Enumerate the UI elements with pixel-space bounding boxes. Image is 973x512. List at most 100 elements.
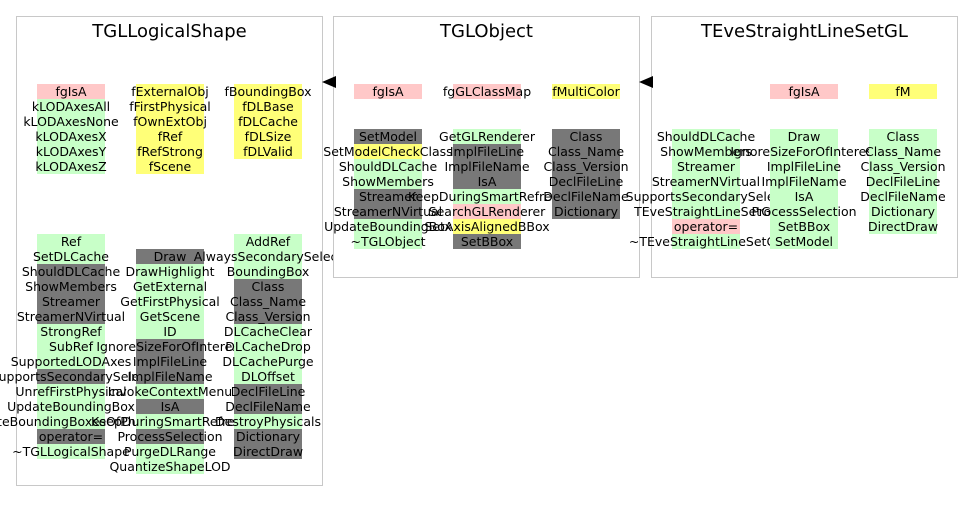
member-item: InvokeContextMenu bbox=[107, 384, 233, 399]
member-item: TEveStraightLineSetGL bbox=[634, 204, 778, 219]
member-item: operator= bbox=[672, 219, 740, 234]
member-item: DeclFileName bbox=[543, 189, 629, 204]
member-item: SetModel bbox=[354, 129, 422, 144]
member-item: SearchGLRenderer bbox=[428, 204, 546, 219]
member-item: fRefStrong bbox=[136, 144, 204, 159]
member-item: DeclFileName bbox=[860, 189, 946, 204]
member-item: SupportsSecondarySelect bbox=[625, 189, 787, 204]
member-item: ShowMembers bbox=[660, 144, 752, 159]
member-item: fFirstPhysical bbox=[129, 99, 211, 114]
member-item: DLCacheClear bbox=[223, 324, 313, 339]
member-item: IgnoreSizeForOfInterest bbox=[96, 339, 244, 354]
member-item: AlwaysSecondarySelect bbox=[193, 249, 343, 264]
member-item: GetFirstPhysical bbox=[120, 294, 220, 309]
member-item: SetAxisAlignedBBox bbox=[424, 219, 550, 234]
member-item: StrongRef bbox=[37, 324, 105, 339]
member-column: fgIsA SetModel SetModelCheckClass ShouldDLC… bbox=[323, 84, 453, 249]
member-item: StreamerNVirtual bbox=[651, 174, 761, 189]
member-item: BoundingBox bbox=[226, 264, 310, 279]
member-item: kLODAxesZ bbox=[35, 159, 107, 174]
class-title: TEveStraightLineSetGL bbox=[701, 21, 908, 42]
member-item: ImplFileLine bbox=[449, 144, 525, 159]
member-item: Dictionary bbox=[552, 204, 620, 219]
member-item: ShouldDLCache bbox=[338, 159, 438, 174]
member-item: DeclFileLine bbox=[548, 174, 624, 189]
member-item: IsA bbox=[136, 399, 204, 414]
member-item: DLCacheDrop bbox=[225, 339, 311, 354]
member-item: ShouldDLCache bbox=[21, 264, 121, 279]
member-item: DeclFileLine bbox=[230, 384, 306, 399]
member-item: ~TGLLogicalShape bbox=[12, 444, 130, 459]
class-box-tevestraightlinesetgl: TEveStraightLineSetGL ShouldDLCache ShowM… bbox=[625, 16, 958, 278]
member-item: ImplFileLine bbox=[766, 159, 842, 174]
member-item: DeclFileLine bbox=[865, 174, 941, 189]
member-item: AddRef bbox=[234, 234, 302, 249]
member-item: GetScene bbox=[136, 309, 204, 324]
member-item: fDLCache bbox=[234, 114, 302, 129]
member-item: fDLValid bbox=[234, 144, 302, 159]
member-item: ~TEveStraightLineSetGL bbox=[628, 234, 784, 249]
member-item: kLODAxesY bbox=[35, 144, 107, 159]
member-item: Class_Name bbox=[230, 294, 307, 309]
member-item: DestroyPhysicals bbox=[215, 414, 321, 429]
member-item: fgGLClassMap bbox=[442, 84, 532, 99]
member-item: fgIsA bbox=[354, 84, 422, 99]
member-item: DLOffset bbox=[234, 369, 302, 384]
member-item: SupportedLODAxes bbox=[10, 354, 132, 369]
member-item: KeepDuringSmartRefresh bbox=[408, 189, 566, 204]
member-item: Ref bbox=[37, 234, 105, 249]
member-item: Class_Version bbox=[860, 159, 946, 174]
member-item: Class_Name bbox=[548, 144, 625, 159]
member-item: SetDLCache bbox=[33, 249, 109, 264]
member-item: KeepDuringSmartRefresh bbox=[91, 414, 249, 429]
member-item: SupportsSecondarySelect bbox=[0, 369, 152, 384]
member-item: UnrefFirstPhysical bbox=[15, 384, 127, 399]
member-item: StreamerNVirtual bbox=[333, 204, 443, 219]
member-item: ImplFileName bbox=[761, 174, 847, 189]
member-item: StreamerNVirtual bbox=[16, 309, 126, 324]
class-title: TGLObject bbox=[440, 21, 533, 42]
member-item: fOwnExtObj bbox=[133, 114, 207, 129]
member-item: ProcessSelection bbox=[117, 429, 223, 444]
member-item: UpdateBoundingBox bbox=[7, 399, 135, 414]
member-item: SetModelCheckClass bbox=[323, 144, 453, 159]
member-item: GetExternal bbox=[132, 279, 208, 294]
inheritance-arrowhead bbox=[639, 76, 653, 88]
member-item: DirectDraw bbox=[867, 219, 939, 234]
member-item: Class bbox=[234, 279, 302, 294]
member-column: fgIsA kLODAxesAll kLODAxesNone kLODAxesX kLO… bbox=[0, 84, 178, 459]
member-item: fMultiColor bbox=[552, 84, 620, 99]
member-item: fDLBase bbox=[234, 99, 302, 114]
member-item: Streamer bbox=[354, 189, 422, 204]
member-item: SetBBox bbox=[453, 234, 521, 249]
member-item: UpdateBoundingBox bbox=[324, 219, 452, 234]
class-box-tglobject: TGLObject fgIsA SetModel SetModelCheckClas… bbox=[323, 16, 640, 278]
member-item: IsA bbox=[770, 189, 838, 204]
member-item: ImplFileName bbox=[444, 159, 530, 174]
class-title: TGLLogicalShape bbox=[92, 21, 247, 42]
member-item: Class_Name bbox=[865, 144, 942, 159]
member-item: fExternalObj bbox=[131, 84, 209, 99]
member-item: ShowMembers bbox=[25, 279, 117, 294]
member-item: kLODAxesX bbox=[35, 129, 107, 144]
member-item: ShouldDLCache bbox=[656, 129, 756, 144]
member-item: ID bbox=[136, 324, 204, 339]
member-item: DirectDraw bbox=[232, 444, 304, 459]
member-item: IgnoreSizeForOfInterest bbox=[730, 144, 878, 159]
member-item: fgIsA bbox=[37, 84, 105, 99]
member-column: fgGLClassMap GetGLRenderer ImplFileLine Imp… bbox=[408, 84, 566, 249]
member-item: fScene bbox=[136, 159, 204, 174]
member-item: SubRef bbox=[37, 339, 105, 354]
member-column: fM Class Class_Name Class_Version DeclFileLi… bbox=[860, 84, 946, 234]
member-item: Dictionary bbox=[869, 204, 937, 219]
member-item: ~TGLObject bbox=[350, 234, 426, 249]
member-item: kLODAxesAll bbox=[31, 99, 111, 114]
member-column: ShouldDLCache ShowMembers Streamer Streamer… bbox=[625, 84, 787, 249]
member-item: ProcessSelection bbox=[751, 204, 857, 219]
member-item: ImplFileLine bbox=[132, 354, 208, 369]
member-item: PurgeDLRange bbox=[124, 444, 216, 459]
member-item: fRef bbox=[136, 129, 204, 144]
member-item: DLCachePurge bbox=[222, 354, 314, 369]
member-item: DeclFileName bbox=[225, 399, 311, 414]
member-item: ImplFileName bbox=[127, 369, 213, 384]
